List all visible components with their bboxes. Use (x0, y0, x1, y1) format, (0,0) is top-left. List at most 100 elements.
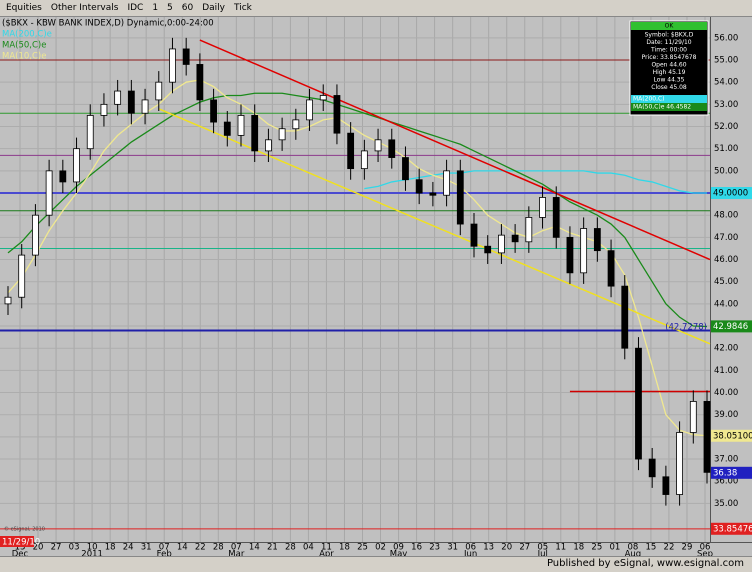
candle-body (388, 139, 396, 158)
ma-line (7, 79, 708, 437)
x-month-label: May (390, 550, 408, 557)
candle-body (689, 401, 697, 433)
toolbar-button[interactable]: Tick (234, 3, 252, 13)
candle-body (703, 401, 711, 473)
candle-body (333, 95, 341, 134)
x-tick-label: 14 (177, 543, 188, 553)
x-tick-label: 29 (682, 543, 693, 553)
y-tick-label: 53.00 (714, 100, 738, 110)
candle-body (73, 148, 80, 183)
y-tick-label: 35.00 (714, 499, 738, 509)
candle-body (169, 48, 176, 83)
y-tick-label: 47.00 (714, 233, 738, 243)
x-month-label: Sep (697, 550, 713, 557)
x-tick-label: 03 (69, 543, 80, 553)
info-row: Price: 33.8547678 (642, 54, 697, 61)
x-tick-label: 27 (519, 543, 530, 553)
trend-line (199, 39, 711, 261)
cursor-date-box (0, 536, 34, 547)
info-row: Date: 11/29/10 (646, 39, 691, 46)
y-tick-label: 39.00 (714, 410, 738, 420)
x-tick-label: 31 (447, 543, 458, 553)
chart-title: ($BKX - KBW BANK INDEX,D) Dynamic,0:00-2… (2, 19, 214, 29)
candle-body (278, 128, 286, 141)
candle-body (210, 99, 217, 123)
x-tick-label: 24 (123, 543, 134, 553)
candle-body (59, 170, 67, 183)
price-label-box (711, 320, 752, 333)
toolbar-button[interactable]: Equities (6, 3, 42, 13)
legend-entry: MA(50,C)e (2, 41, 46, 51)
x-month-label: 2011 (81, 550, 103, 557)
x-tick-label: 28 (285, 543, 296, 553)
candle-body (635, 347, 642, 460)
x-tick-label: 13 (483, 543, 494, 553)
ma-line (364, 170, 707, 194)
x-month-label: Mar (228, 550, 245, 557)
candle-body (443, 170, 450, 196)
candle-body (566, 236, 574, 274)
candle-body (347, 132, 355, 170)
info-row: Low 44.35 (654, 77, 685, 84)
price-label-box (711, 187, 752, 200)
candle-body (429, 192, 437, 196)
y-tick-label: 44.00 (714, 299, 738, 309)
price-label: 42.9846 (713, 322, 748, 332)
candle-body (306, 99, 313, 121)
info-row: Close 45.08 (651, 84, 687, 91)
candle-body (251, 115, 259, 152)
x-tick-label: 08 (627, 543, 638, 553)
toolbar-button[interactable]: IDC (127, 3, 144, 13)
x-month-label: Dec (12, 550, 29, 557)
x-tick-label: 31 (141, 543, 152, 553)
candle-body (100, 103, 108, 116)
price-label: 36.38 (713, 468, 737, 478)
x-tick-label: 02 (375, 543, 386, 553)
info-ma-row: MA(200,C) (633, 96, 665, 103)
info-row: Open 44.60 (651, 62, 686, 69)
x-tick-label: 05 (537, 543, 548, 553)
x-tick-label: 15 (646, 543, 657, 553)
ma-line (7, 92, 708, 328)
candle-body (237, 115, 245, 136)
candle-body (45, 170, 53, 216)
candle-body (470, 223, 478, 247)
toolbar-button[interactable]: Other Intervals (50, 3, 119, 13)
y-tick-label: 55.00 (714, 56, 738, 66)
toolbar-button[interactable]: 60 (181, 3, 194, 13)
x-tick-label: 28 (213, 543, 224, 553)
info-header-bg (631, 22, 707, 30)
candle-body (484, 245, 492, 254)
toolbar-button[interactable]: 1 (152, 3, 159, 13)
info-row: Symbol: $BKX,D (645, 32, 694, 39)
candle-body (114, 90, 122, 105)
candle-body (511, 234, 519, 243)
x-tick-label: 25 (591, 543, 602, 553)
x-tick-label: 07 (159, 543, 170, 553)
candle-body (456, 170, 464, 225)
candle-body (607, 250, 615, 287)
candle-body (182, 48, 190, 65)
toolbar-button[interactable]: 5 (167, 3, 173, 13)
candle-body (265, 139, 272, 152)
info-ma-row: MA(50,C)e 46.4582 (633, 104, 691, 111)
toolbar-button[interactable]: Daily (202, 3, 226, 13)
candle-body (127, 90, 135, 114)
x-tick-label: 21 (267, 543, 278, 553)
candle-body (155, 81, 163, 101)
candle-body (676, 432, 683, 495)
x-month-label: Apr (319, 550, 334, 557)
candle-body (32, 214, 39, 256)
price-label-box (711, 522, 752, 535)
x-month-label: Jun (463, 550, 477, 557)
legend-entry: MA(200,C)e (2, 30, 52, 40)
x-tick-label: 06 (465, 543, 476, 553)
candle-body (4, 296, 12, 305)
candle-body (319, 95, 327, 101)
x-tick-label: 14 (249, 543, 260, 553)
y-tick-label: 54.00 (714, 78, 738, 88)
candle-body (18, 254, 26, 298)
info-row: Time: 00:00 (650, 47, 687, 54)
y-tick-label: 45.00 (714, 277, 738, 287)
